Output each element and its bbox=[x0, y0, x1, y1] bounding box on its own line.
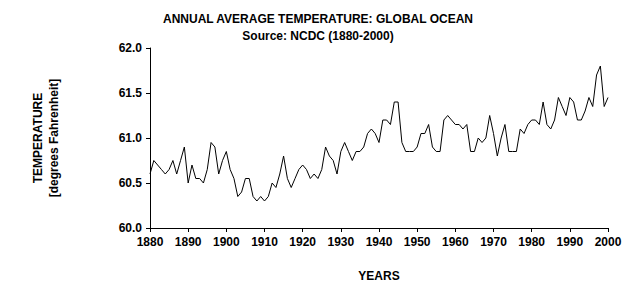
svg-text:TEMPERATURE: TEMPERATURE bbox=[31, 93, 45, 183]
svg-text:62.0: 62.0 bbox=[119, 41, 143, 55]
svg-text:1930: 1930 bbox=[327, 235, 354, 249]
svg-text:1980: 1980 bbox=[518, 235, 545, 249]
svg-text:61.5: 61.5 bbox=[119, 86, 143, 100]
svg-text:[degrees Fahrenheit]: [degrees Fahrenheit] bbox=[47, 79, 61, 198]
svg-text:1950: 1950 bbox=[404, 235, 431, 249]
svg-text:2000: 2000 bbox=[595, 235, 622, 249]
svg-text:60.0: 60.0 bbox=[119, 221, 143, 235]
svg-text:1920: 1920 bbox=[289, 235, 316, 249]
svg-text:YEARS: YEARS bbox=[358, 269, 399, 283]
svg-text:1970: 1970 bbox=[480, 235, 507, 249]
svg-text:ANNUAL AVERAGE TEMPERATURE: GL: ANNUAL AVERAGE TEMPERATURE: GLOBAL OCEAN bbox=[163, 12, 473, 26]
svg-text:61.0: 61.0 bbox=[119, 131, 143, 145]
svg-text:1890: 1890 bbox=[175, 235, 202, 249]
svg-text:60.5: 60.5 bbox=[119, 176, 143, 190]
svg-text:1910: 1910 bbox=[251, 235, 278, 249]
svg-text:1900: 1900 bbox=[213, 235, 240, 249]
svg-text:Source: NCDC (1880-2000): Source: NCDC (1880-2000) bbox=[242, 29, 393, 43]
svg-text:1960: 1960 bbox=[442, 235, 469, 249]
svg-text:1940: 1940 bbox=[366, 235, 393, 249]
svg-text:1880: 1880 bbox=[137, 235, 164, 249]
svg-text:1990: 1990 bbox=[556, 235, 583, 249]
